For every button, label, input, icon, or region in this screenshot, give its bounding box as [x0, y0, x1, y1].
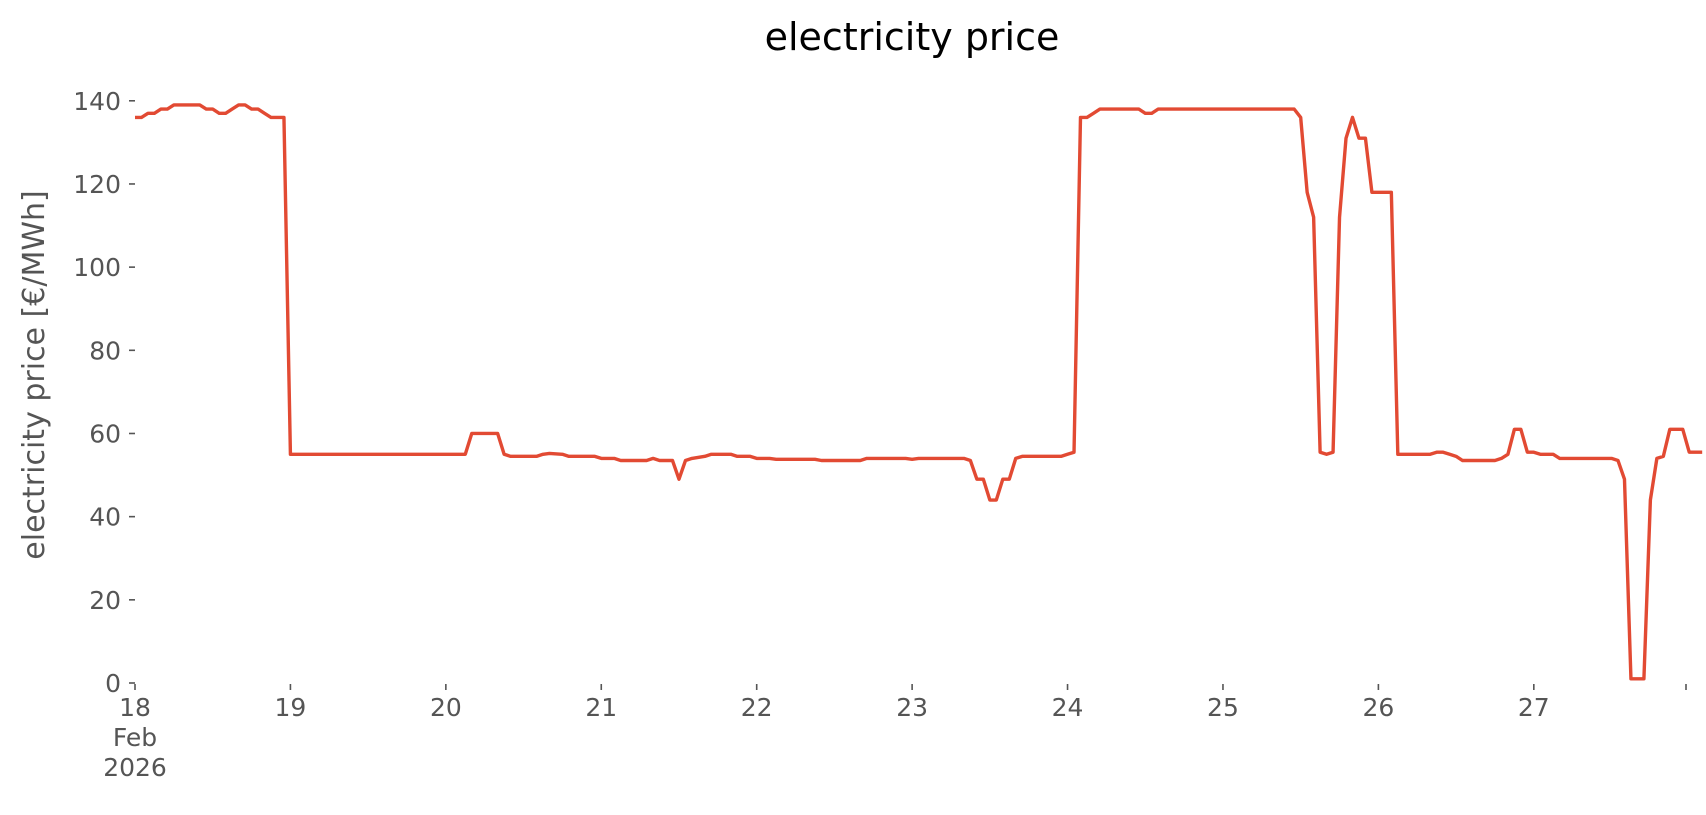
series-line [135, 103, 1703, 681]
x-tick-label: 23 [896, 693, 928, 722]
chart-title: electricity price [765, 15, 1060, 59]
y-tick-label: 120 [73, 170, 121, 199]
x-axis: 18 Feb 2026 19 20 21 22 23 24 25 26 27 [103, 684, 1687, 782]
y-axis-label: electricity price [€/MWh] [17, 190, 52, 559]
x-tick-label: 25 [1207, 693, 1239, 722]
x-tick-label: 24 [1052, 693, 1084, 722]
y-tick-label: 60 [89, 419, 121, 448]
x-tick-label: 22 [741, 693, 773, 722]
series-group [135, 103, 1703, 681]
x-tick-label: 26 [1362, 693, 1394, 722]
x-tick-label: 20 [430, 693, 462, 722]
y-tick-label: 140 [73, 87, 121, 116]
x-tick-label: 21 [585, 693, 617, 722]
y-tick-label: 80 [89, 336, 121, 365]
x-tick-label: 18 Feb 2026 [103, 693, 167, 782]
y-tick-label: 0 [105, 669, 121, 698]
y-tick-label: 100 [73, 253, 121, 282]
y-axis: 0 20 40 60 80 100 120 140 [73, 87, 135, 698]
y-tick-label: 20 [89, 586, 121, 615]
x-tick-label: 19 [275, 693, 307, 722]
y-tick-label: 40 [89, 503, 121, 532]
x-tick-label: 27 [1518, 693, 1550, 722]
